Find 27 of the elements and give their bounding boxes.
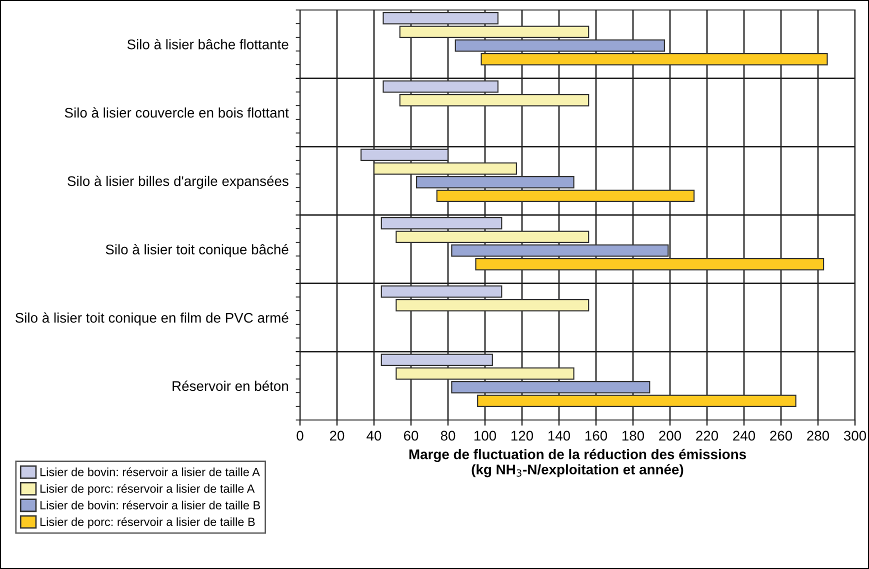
x-tick-label: 160: [585, 430, 608, 441]
legend-label: Lisier de porc: réservoir a lisier de taille B: [40, 517, 255, 528]
x-tick-label: 200: [659, 430, 682, 441]
legend-label: Lisier de bovin: réservoir a lisier de taille B: [40, 500, 260, 510]
x-tick-label: 40: [366, 430, 382, 441]
x-tick-label: 180: [622, 430, 644, 441]
x-tick-label: 120: [511, 430, 534, 441]
y-tick-label: Silo à lisier toit conique en film de PVC armé: [15, 312, 288, 326]
x-axis-title: Marge de fluctuation de la réduction des émissions (kg NH$_{3}$-N/exploitation et année): [409, 448, 746, 478]
x-tick-label: 100: [474, 430, 496, 441]
x-tick-label: 60: [404, 430, 418, 441]
y-tick-label: Silo à lisier billes d'argile expansées: [68, 176, 288, 189]
x-tick-label: 140: [548, 430, 570, 441]
legend-label: Lisier de porc: réservoir a lisier de taille A: [40, 484, 255, 496]
y-tick-label: Silo à lisier bâche flottante: [127, 38, 288, 50]
x-tick-label: 300: [844, 430, 866, 441]
x-tick-label: 0: [296, 430, 304, 441]
y-tick-label: Silo à lisier toit conique bâché: [106, 244, 288, 258]
y-tick-label: Silo à lisier couvercle en bois flottant: [64, 107, 289, 118]
y-tick-label: Réservoir en béton: [172, 380, 288, 392]
legend-label: Lisier de bovin: réservoir a lisier de taille A: [40, 467, 260, 476]
x-tick-label: 240: [733, 430, 756, 441]
x-tick-label: 280: [807, 430, 830, 441]
x-tick-label: 20: [330, 430, 344, 441]
x-tick-label: 80: [440, 430, 456, 441]
x-tick-label: 260: [770, 430, 792, 441]
x-tick-label: 220: [696, 430, 718, 441]
